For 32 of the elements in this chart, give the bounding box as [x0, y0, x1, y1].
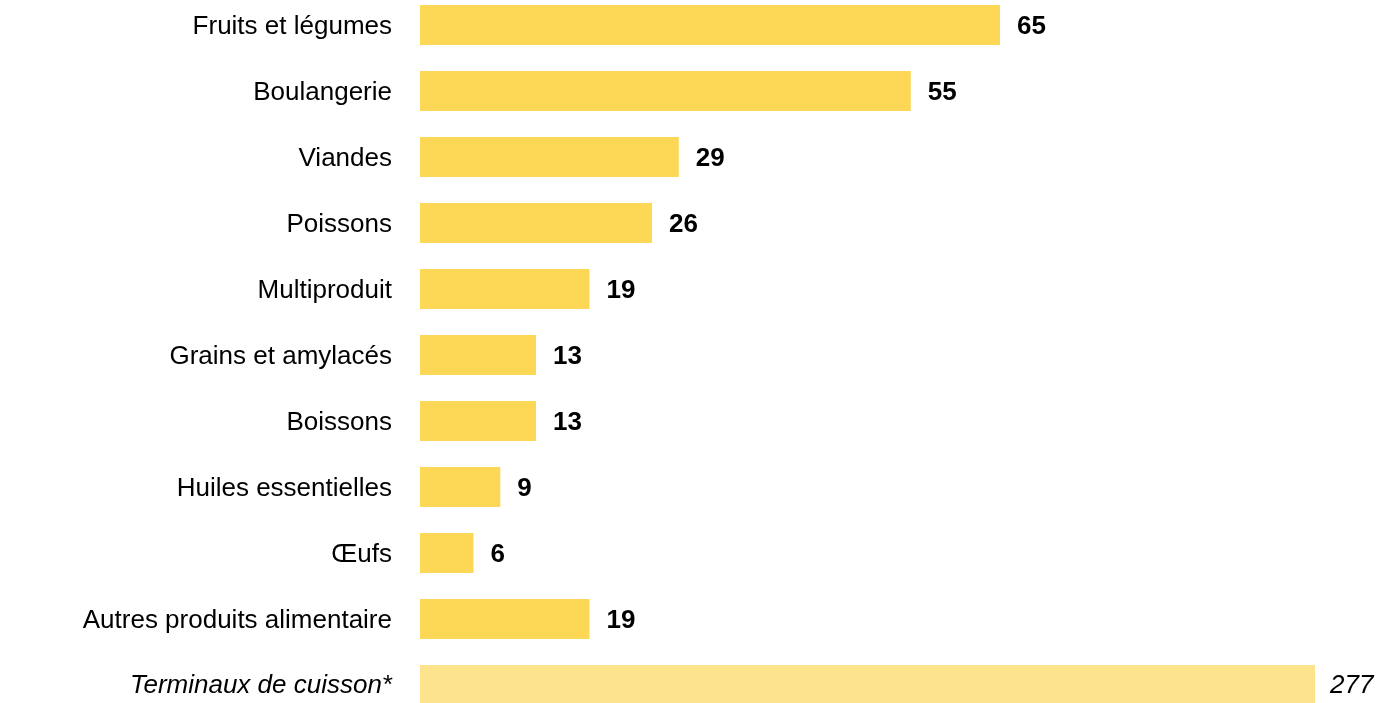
data-label: 19 — [606, 604, 636, 634]
bar — [420, 269, 590, 309]
data-label: 13 — [553, 340, 582, 370]
data-label: 29 — [695, 142, 725, 172]
y-tick-label: Fruits et légumes — [192, 10, 392, 40]
bar — [420, 533, 474, 573]
bar — [420, 335, 536, 375]
y-tick-label: Huiles essentielles — [176, 472, 392, 502]
y-tick-label: Terminaux de cuisson* — [129, 669, 393, 699]
y-tick-label: Boissons — [286, 406, 392, 436]
y-tick-label: Multiproduit — [257, 274, 393, 304]
bar — [420, 203, 652, 243]
bar — [420, 71, 911, 111]
data-label: 13 — [553, 406, 582, 436]
data-label: 26 — [669, 208, 698, 238]
y-tick-label: Poissons — [286, 208, 392, 238]
bar — [420, 599, 590, 639]
y-tick-label: Œufs — [331, 538, 392, 568]
data-label: 55 — [927, 76, 957, 106]
y-tick-label: Grains et amylacés — [169, 340, 392, 370]
data-label: 65 — [1017, 10, 1046, 40]
data-label: 6 — [490, 538, 506, 568]
data-label: 277 — [1329, 669, 1375, 699]
data-label: 9 — [517, 472, 532, 502]
y-tick-label: Autres produits alimentaire — [82, 604, 392, 634]
bar — [420, 401, 536, 441]
bar — [420, 467, 501, 507]
bar — [420, 137, 679, 177]
bar — [420, 5, 1000, 45]
y-tick-label: Boulangerie — [253, 76, 392, 106]
y-tick-label: Viandes — [298, 142, 392, 172]
data-label: 19 — [606, 274, 636, 304]
